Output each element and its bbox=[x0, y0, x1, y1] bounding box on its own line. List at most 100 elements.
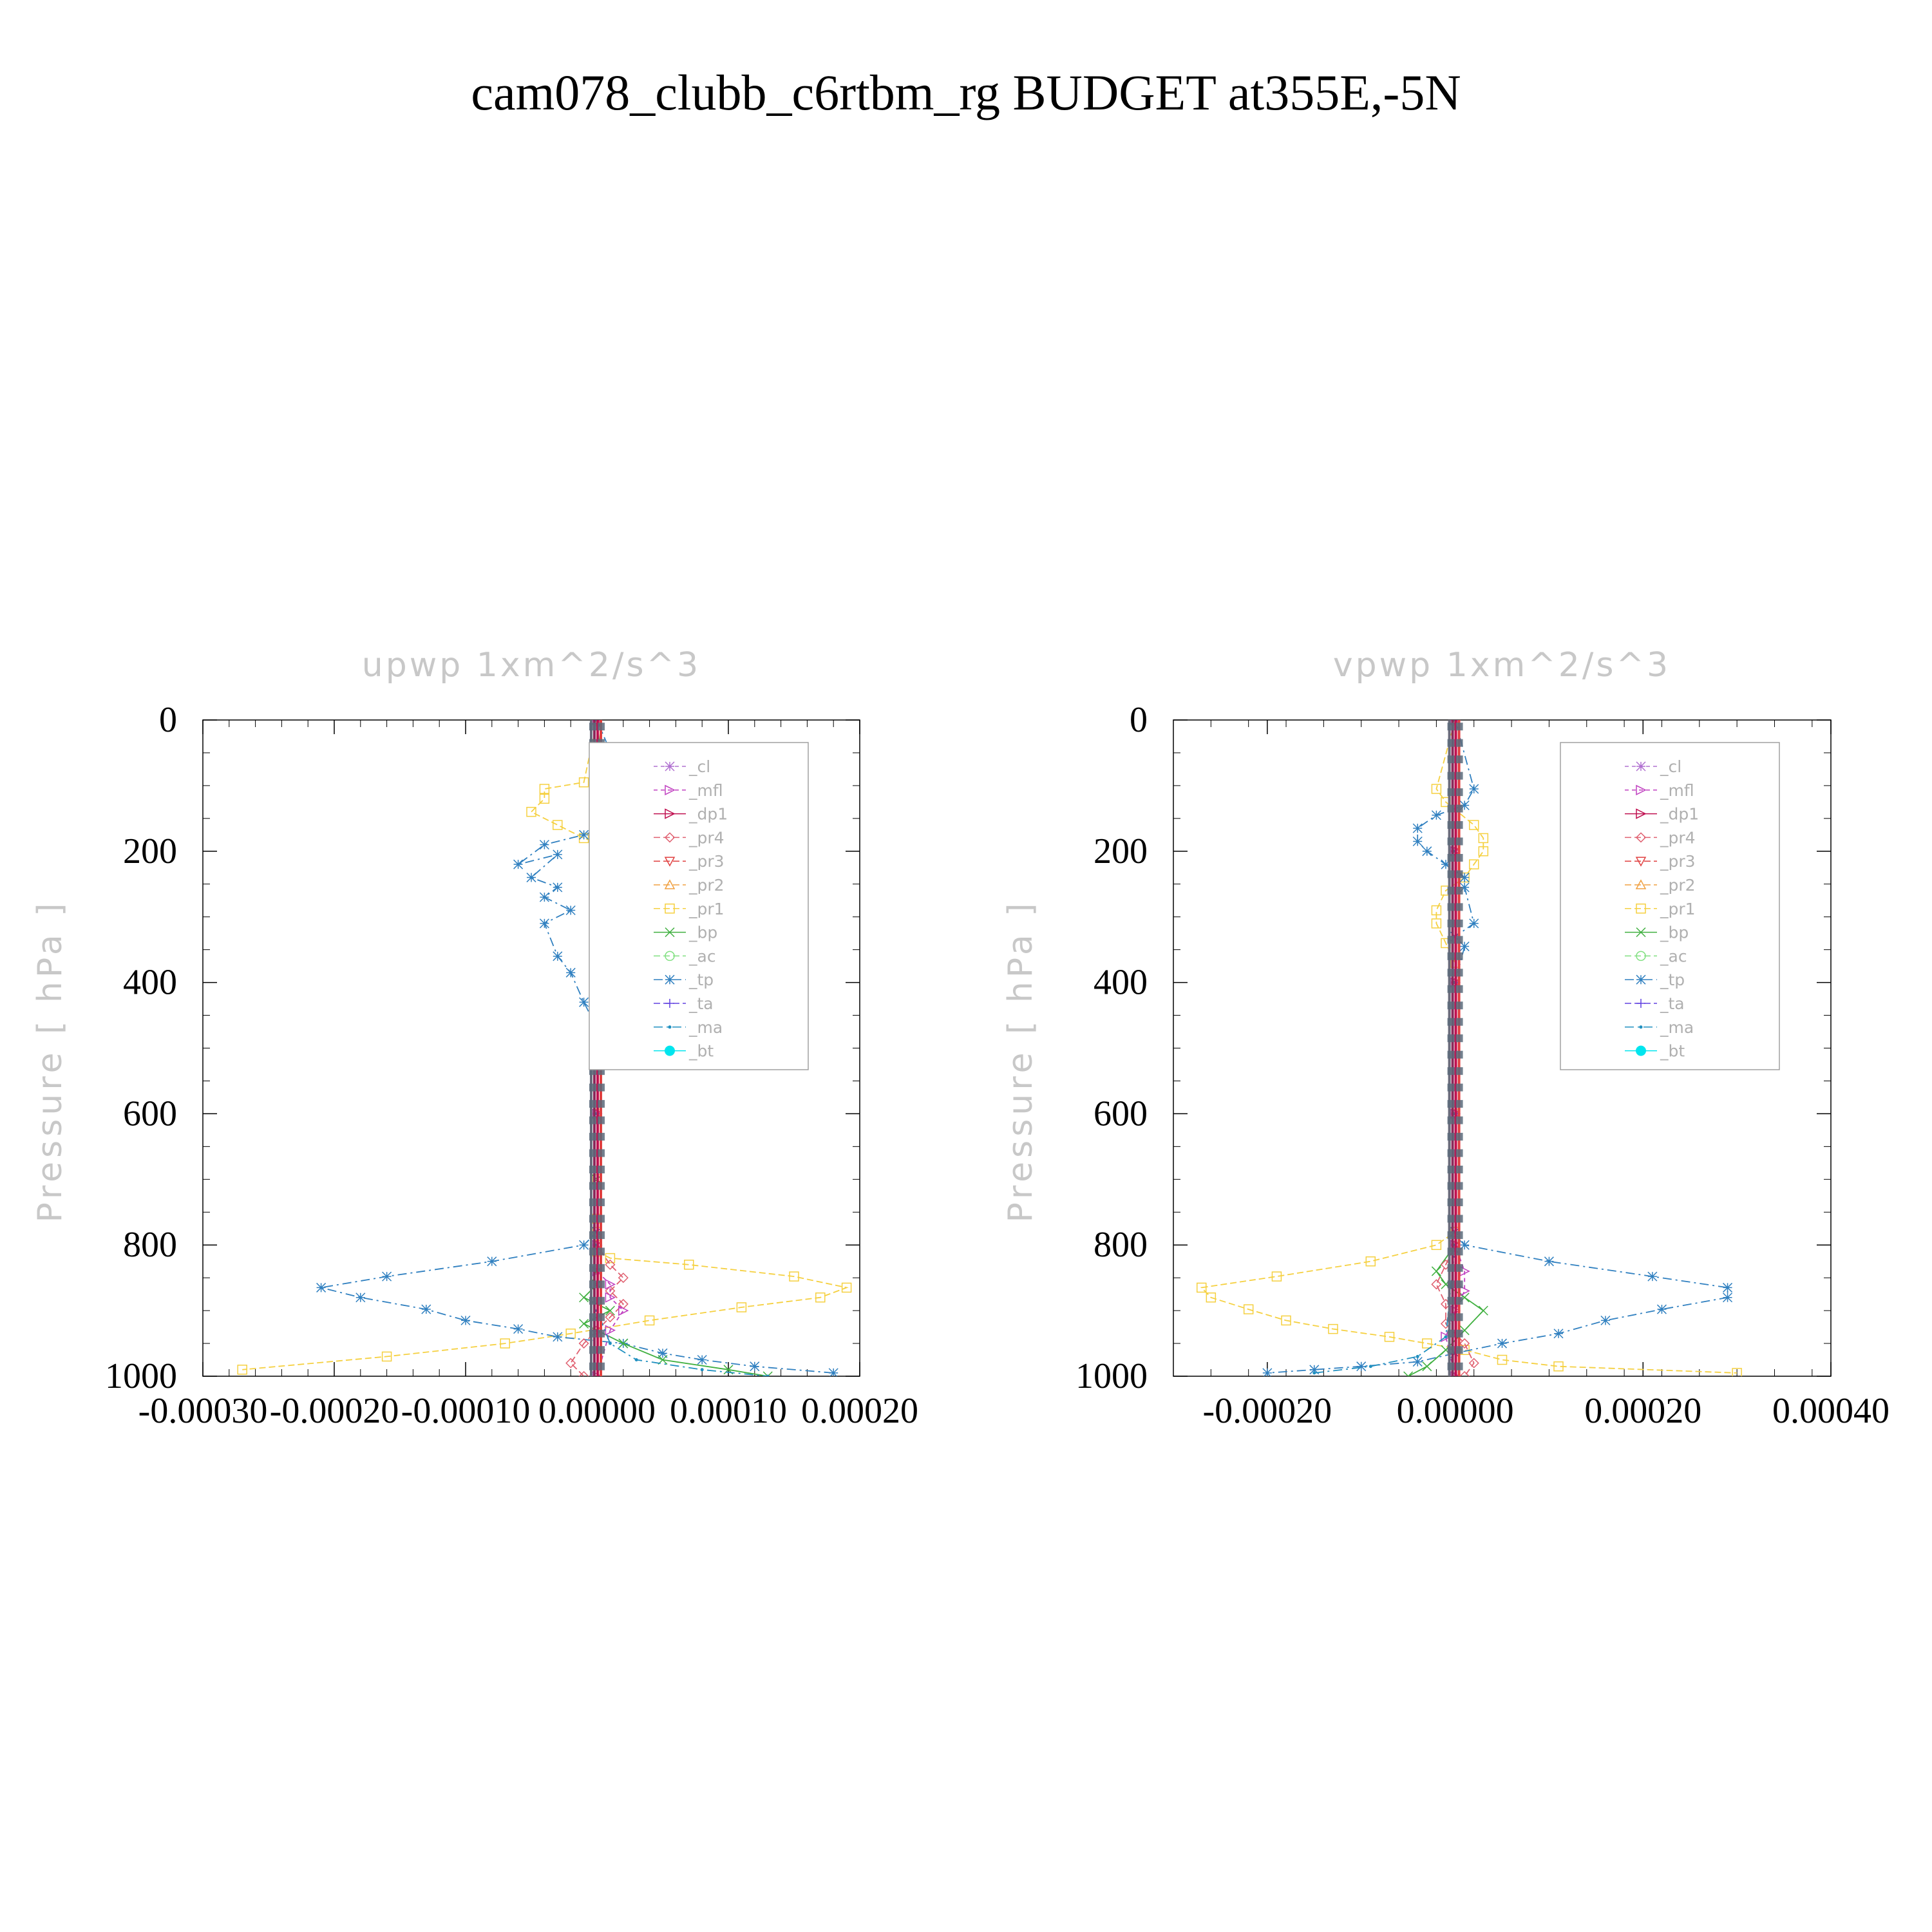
y-tick-label: 800 bbox=[1094, 1225, 1148, 1265]
data-point-tp bbox=[1356, 1361, 1367, 1372]
data-point-bp bbox=[579, 1293, 589, 1303]
data-point-pr1 bbox=[1468, 820, 1479, 830]
x-tick-label: -0.00010 bbox=[401, 1391, 531, 1431]
data-point-pr1 bbox=[1281, 1315, 1291, 1326]
data-point-tp bbox=[1431, 810, 1441, 820]
legend-marker bbox=[664, 879, 676, 889]
data-point-pr1 bbox=[1328, 1323, 1338, 1334]
x-tick-label: -0.00020 bbox=[270, 1391, 399, 1431]
y-tick-label: 1000 bbox=[1075, 1356, 1148, 1396]
legend-entry-label: _ta bbox=[688, 994, 714, 1013]
data-point-pr4 bbox=[618, 1273, 629, 1283]
data-point-tp bbox=[579, 1240, 589, 1250]
legend-box bbox=[1560, 742, 1780, 1070]
x-tick-label: 0.00020 bbox=[1584, 1391, 1701, 1431]
data-point-pr1 bbox=[1431, 784, 1442, 794]
data-point-pr1 bbox=[1384, 1332, 1395, 1342]
data-point-pr1 bbox=[1553, 1361, 1564, 1372]
data-point-pr1 bbox=[1365, 1256, 1376, 1267]
data-point-tp bbox=[579, 997, 589, 1007]
x-tick-label: 0.00040 bbox=[1772, 1391, 1889, 1431]
data-point-mfl bbox=[618, 1305, 629, 1316]
legend-marker bbox=[1635, 832, 1647, 843]
y-tick-label: 600 bbox=[1094, 1094, 1148, 1133]
data-point-tp bbox=[1459, 873, 1470, 883]
data-point-tp bbox=[1309, 1365, 1320, 1375]
data-point-tp bbox=[1459, 800, 1470, 811]
legend-entry-label: _ta bbox=[1660, 994, 1685, 1013]
legend: _cl _mfl _dp1 _pr4 _pr3 _pr2 _pr1 _bp _ac _tp _ta _… bbox=[1560, 742, 1780, 1070]
legend-entry-label: _bp bbox=[1660, 923, 1689, 942]
data-point-tp bbox=[1544, 1256, 1554, 1267]
legend-marker bbox=[1639, 1025, 1643, 1029]
y-tick-label: 600 bbox=[123, 1094, 177, 1133]
data-point-mfl bbox=[605, 1292, 616, 1303]
legend-entry-label: _bp bbox=[688, 923, 717, 942]
y-tick-label: 0 bbox=[1130, 700, 1148, 740]
legend-entry-label: _mfl bbox=[1660, 781, 1694, 800]
data-point-tp bbox=[513, 859, 524, 869]
data-point-ma bbox=[634, 1358, 638, 1362]
data-point-tp bbox=[658, 1348, 668, 1358]
y-tick-label: 400 bbox=[123, 963, 177, 1003]
y-tick-label: 400 bbox=[1094, 963, 1148, 1003]
data-point-pr1 bbox=[237, 1365, 247, 1375]
data-point-pr4 bbox=[578, 1370, 589, 1376]
legend-entry-label: _pr2 bbox=[1660, 876, 1696, 895]
data-point-pr1 bbox=[644, 1315, 655, 1326]
data-point-pr1 bbox=[1431, 918, 1442, 929]
data-point-ma bbox=[700, 1368, 704, 1372]
x-tick-label: -0.00020 bbox=[1203, 1391, 1332, 1431]
data-point-tp bbox=[460, 1315, 471, 1325]
legend-entry-label: _ac bbox=[1660, 947, 1687, 965]
data-point-ma bbox=[608, 1341, 612, 1345]
data-point-ma bbox=[1416, 1354, 1419, 1358]
data-point-mfl bbox=[1441, 1331, 1452, 1343]
data-point-tp bbox=[316, 1282, 327, 1293]
legend-marker bbox=[1636, 761, 1646, 772]
data-point-tp bbox=[1497, 1338, 1508, 1349]
data-point-mfl bbox=[605, 1279, 616, 1290]
series-line-bp bbox=[1408, 720, 1484, 1376]
x-tick-label: 0.00020 bbox=[801, 1391, 918, 1431]
data-point-tp bbox=[697, 1354, 707, 1365]
y-tick-label: 800 bbox=[123, 1225, 177, 1265]
data-point-tp bbox=[1656, 1304, 1667, 1314]
data-point-tp bbox=[1647, 1271, 1658, 1282]
data-point-tp bbox=[565, 905, 576, 916]
data-point-pr1 bbox=[1206, 1292, 1217, 1303]
data-point-pr1 bbox=[684, 1260, 694, 1270]
legend-marker bbox=[1636, 927, 1646, 938]
legend-entry-label: _pr3 bbox=[688, 852, 724, 871]
legend-entry-label: _dp1 bbox=[1660, 805, 1699, 824]
legend-marker bbox=[1635, 879, 1647, 889]
data-point-tp bbox=[565, 967, 576, 978]
legend: _cl _mfl _dp1 _pr4 _pr3 _pr2 _pr1 _bp _ac _tp _ta _… bbox=[589, 742, 809, 1070]
data-point-pr1 bbox=[539, 784, 550, 794]
legend-marker bbox=[1636, 1045, 1646, 1056]
panel-upwp: upwp 1xm^2/s^3 Pressure [ hPa ] 0 200 400 600… bbox=[31, 646, 918, 1431]
data-point-tp bbox=[750, 1361, 760, 1372]
legend-marker bbox=[664, 832, 676, 843]
data-point-tp bbox=[1469, 918, 1479, 929]
y-tick-label: 200 bbox=[1094, 831, 1148, 871]
data-point-pr1 bbox=[1497, 1354, 1508, 1365]
legend-entry-label: _cl bbox=[688, 757, 710, 776]
legend-marker bbox=[665, 808, 676, 819]
legend-entry-label: _bt bbox=[688, 1042, 714, 1061]
legend-marker bbox=[665, 784, 676, 796]
y-tick-label: 0 bbox=[159, 700, 177, 740]
data-point-pr1 bbox=[789, 1271, 799, 1282]
data-point-tp bbox=[421, 1304, 431, 1314]
data-point-bp bbox=[618, 1338, 629, 1349]
y-axis-label: Pressure [ hPa ] bbox=[1001, 899, 1040, 1222]
data-point-pr1 bbox=[1431, 905, 1442, 916]
data-point-bp bbox=[1422, 1361, 1432, 1372]
data-point-tp bbox=[1459, 882, 1470, 893]
legend-marker bbox=[1636, 951, 1646, 961]
data-point-ma bbox=[1444, 1335, 1448, 1339]
data-point-tp bbox=[828, 1368, 838, 1376]
x-tick-label: 0.00000 bbox=[538, 1391, 656, 1431]
data-point-tp bbox=[1412, 836, 1423, 847]
